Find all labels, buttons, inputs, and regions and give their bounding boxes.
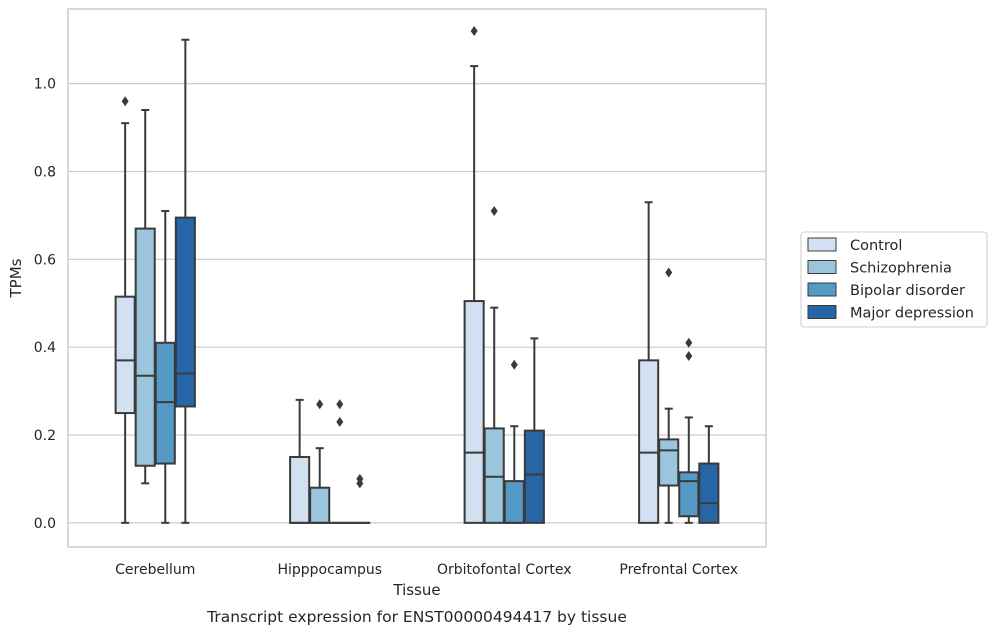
x-tick-label: Cerebellum xyxy=(115,562,195,578)
box-major-depression xyxy=(349,473,371,524)
x-axis-title: Tissue xyxy=(392,581,440,599)
box-iqr xyxy=(309,486,331,524)
box-schizophrenia xyxy=(483,206,505,524)
x-tick-labels: Cerebellum Hipppocampus Orbitofontal Corte… xyxy=(115,562,738,578)
outlier-point xyxy=(336,399,344,410)
box-control xyxy=(463,25,485,524)
box-schizophrenia xyxy=(658,267,680,524)
outlier-point xyxy=(665,267,673,278)
outlier-point xyxy=(316,399,324,410)
y-tick-label: 0.6 xyxy=(34,252,56,268)
box-iqr xyxy=(154,341,176,465)
box-iqr xyxy=(134,227,156,467)
box-control xyxy=(114,96,136,524)
box-control xyxy=(638,201,660,524)
y-tick-label: 0.2 xyxy=(34,428,56,444)
outlier-point xyxy=(685,337,693,348)
box-iqr xyxy=(698,462,720,524)
box-control xyxy=(289,398,311,524)
y-tick-label: 0.8 xyxy=(34,164,56,180)
x-tick-label: Hipppocampus xyxy=(277,562,382,578)
legend-label: Bipolar disorder xyxy=(850,283,965,299)
box-bipolar-disorder xyxy=(154,210,176,524)
box-major-depression xyxy=(698,425,720,524)
box-major-depression xyxy=(523,337,545,524)
outlier-point xyxy=(490,206,498,217)
legend-swatch xyxy=(807,282,837,297)
legend-label: Major depression xyxy=(850,306,974,322)
box-iqr xyxy=(174,216,196,408)
legend-label: Schizophrenia xyxy=(850,261,952,277)
legend-label: Control xyxy=(850,238,902,254)
legend-swatch xyxy=(807,305,837,319)
outlier-point xyxy=(336,416,344,427)
box-iqr xyxy=(503,480,525,524)
box-iqr xyxy=(483,427,505,524)
box-iqr xyxy=(523,429,545,524)
outlier-point xyxy=(685,350,693,361)
y-tick-labels: 0.0 0.2 0.4 0.6 0.8 1.0 xyxy=(34,77,56,532)
legend-swatch xyxy=(807,237,837,252)
box-major-depression xyxy=(174,38,196,524)
y-axis-title: TPMs xyxy=(7,258,25,298)
box-schizophrenia xyxy=(134,109,156,485)
box-iqr xyxy=(114,295,136,415)
outlier-point xyxy=(470,25,478,36)
box-iqr xyxy=(678,471,700,518)
box-bipolar-disorder xyxy=(329,399,351,524)
outlier-point xyxy=(356,473,364,484)
box-bipolar-disorder xyxy=(503,359,525,524)
box-schizophrenia xyxy=(309,399,331,524)
plot-frame xyxy=(67,8,767,548)
outlier-point xyxy=(121,96,129,107)
legend: Control Schizophrenia Bipolar disorder Majo… xyxy=(800,231,988,328)
y-tick-label: 1.0 xyxy=(34,77,56,93)
legend-swatch xyxy=(807,260,837,274)
y-tick-label: 0.0 xyxy=(34,516,56,532)
box-iqr xyxy=(463,300,485,524)
chart-caption: Transcript expression for ENST0000049441… xyxy=(206,608,627,626)
y-tick-label: 0.4 xyxy=(34,340,56,356)
outlier-point xyxy=(510,359,518,370)
box-iqr xyxy=(638,359,660,524)
legend-frame xyxy=(800,231,988,328)
boxes xyxy=(114,25,720,524)
box-iqr xyxy=(289,455,311,524)
box-iqr xyxy=(658,438,680,487)
x-tick-label: Orbitofontal Cortex xyxy=(437,562,572,578)
box-bipolar-disorder xyxy=(678,337,700,524)
x-tick-label: Prefrontal Cortex xyxy=(619,562,738,578)
